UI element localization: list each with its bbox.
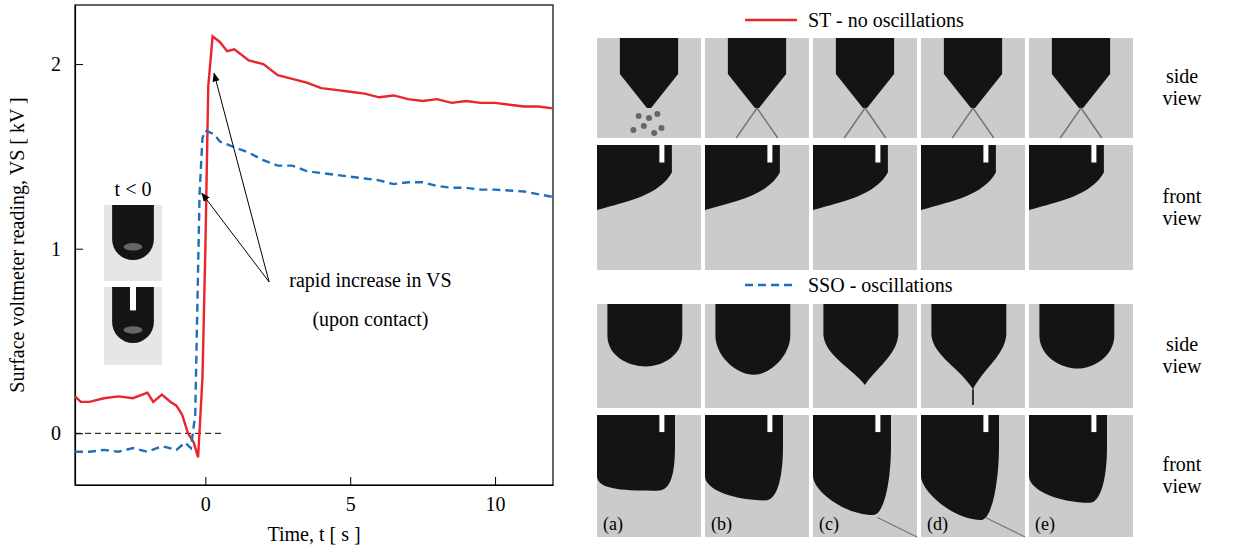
legend-label: SSO - oscillations — [808, 274, 953, 296]
frame-label: (e) — [1035, 514, 1055, 535]
x-axis-title: Time, t [ s ] — [267, 523, 360, 545]
photo-frame — [813, 304, 917, 408]
row-label: frontview — [1163, 185, 1202, 229]
photo-frame — [705, 38, 809, 138]
photo-frame — [1029, 304, 1133, 408]
plot-frame — [75, 5, 553, 485]
y-tick-mark — [75, 64, 83, 65]
plot-area — [75, 36, 553, 457]
row-label: sideview — [1163, 333, 1202, 377]
row-label: frontview — [1163, 453, 1202, 497]
y-tick-label: 1 — [51, 238, 61, 260]
figure: 0 5 10 0 1 2 Time, t [ s ] Surface voltmeter re… — [0, 0, 1239, 552]
y-tick-label: 0 — [51, 422, 61, 444]
photo-frame — [705, 145, 809, 270]
frame-label: (c) — [819, 514, 839, 535]
x-tick: 5 — [346, 477, 356, 515]
x-axis-line — [76, 485, 554, 486]
x-tick: 10 — [486, 477, 506, 515]
x-tick-label: 10 — [486, 493, 506, 515]
photo-frame — [705, 304, 809, 408]
series-line — [75, 36, 553, 457]
inset-photo — [104, 205, 162, 281]
x-tick-mark — [205, 477, 206, 485]
photo-frame — [597, 145, 701, 270]
y-tick: 1 — [51, 238, 83, 260]
row-label: sideview — [1163, 65, 1202, 109]
frame-label: (b) — [711, 514, 732, 535]
photo-frame — [921, 145, 1025, 270]
y-axis-title: Surface voltmeter reading, VS [ kV ] — [6, 97, 29, 392]
legend-swatch — [745, 284, 797, 287]
y-tick-label: 2 — [51, 53, 61, 75]
x-axis: 0 5 10 — [76, 477, 554, 515]
frame-label: (a) — [603, 514, 623, 535]
x-tick: 0 — [201, 477, 211, 515]
annotation: rapid increase in VS — [289, 269, 451, 292]
inset-photo — [104, 287, 162, 365]
series-line — [75, 131, 553, 452]
y-axis-line — [75, 6, 76, 486]
photo-frame: (b) — [705, 415, 809, 537]
annotation-arrow — [202, 193, 269, 282]
y-tick-mark — [75, 249, 83, 250]
photo-frame — [813, 145, 917, 270]
image-panel: ST - no oscillations sideview frontview SSO… — [597, 9, 1202, 537]
photo-frame: (e) — [1029, 415, 1133, 537]
inset-photos — [104, 205, 162, 365]
photo-frame: (c) — [813, 415, 917, 537]
legend-swatch — [745, 19, 797, 22]
photo-frame — [921, 304, 1025, 408]
legend-label: ST - no oscillations — [808, 9, 964, 31]
photo-frame — [1029, 38, 1133, 138]
y-tick: 2 — [51, 53, 83, 75]
photo-frame — [1029, 145, 1133, 270]
x-tick-mark — [495, 477, 496, 485]
annotation: (upon contact) — [312, 308, 428, 331]
photo-frame: (d) — [921, 415, 1025, 537]
x-tick-label: 5 — [346, 493, 356, 515]
annotation-arrow — [214, 73, 269, 282]
photo-frame — [597, 304, 701, 408]
photo-frame — [921, 38, 1025, 138]
inset-label: t < 0 — [115, 178, 152, 200]
photo-frame: (a) — [597, 415, 701, 537]
x-tick-mark — [350, 477, 351, 485]
x-tick-label: 0 — [201, 493, 211, 515]
photo-frame — [597, 38, 701, 138]
frame-label: (d) — [927, 514, 948, 535]
photo-frame — [813, 38, 917, 138]
y-axis: 0 1 2 — [51, 6, 83, 486]
